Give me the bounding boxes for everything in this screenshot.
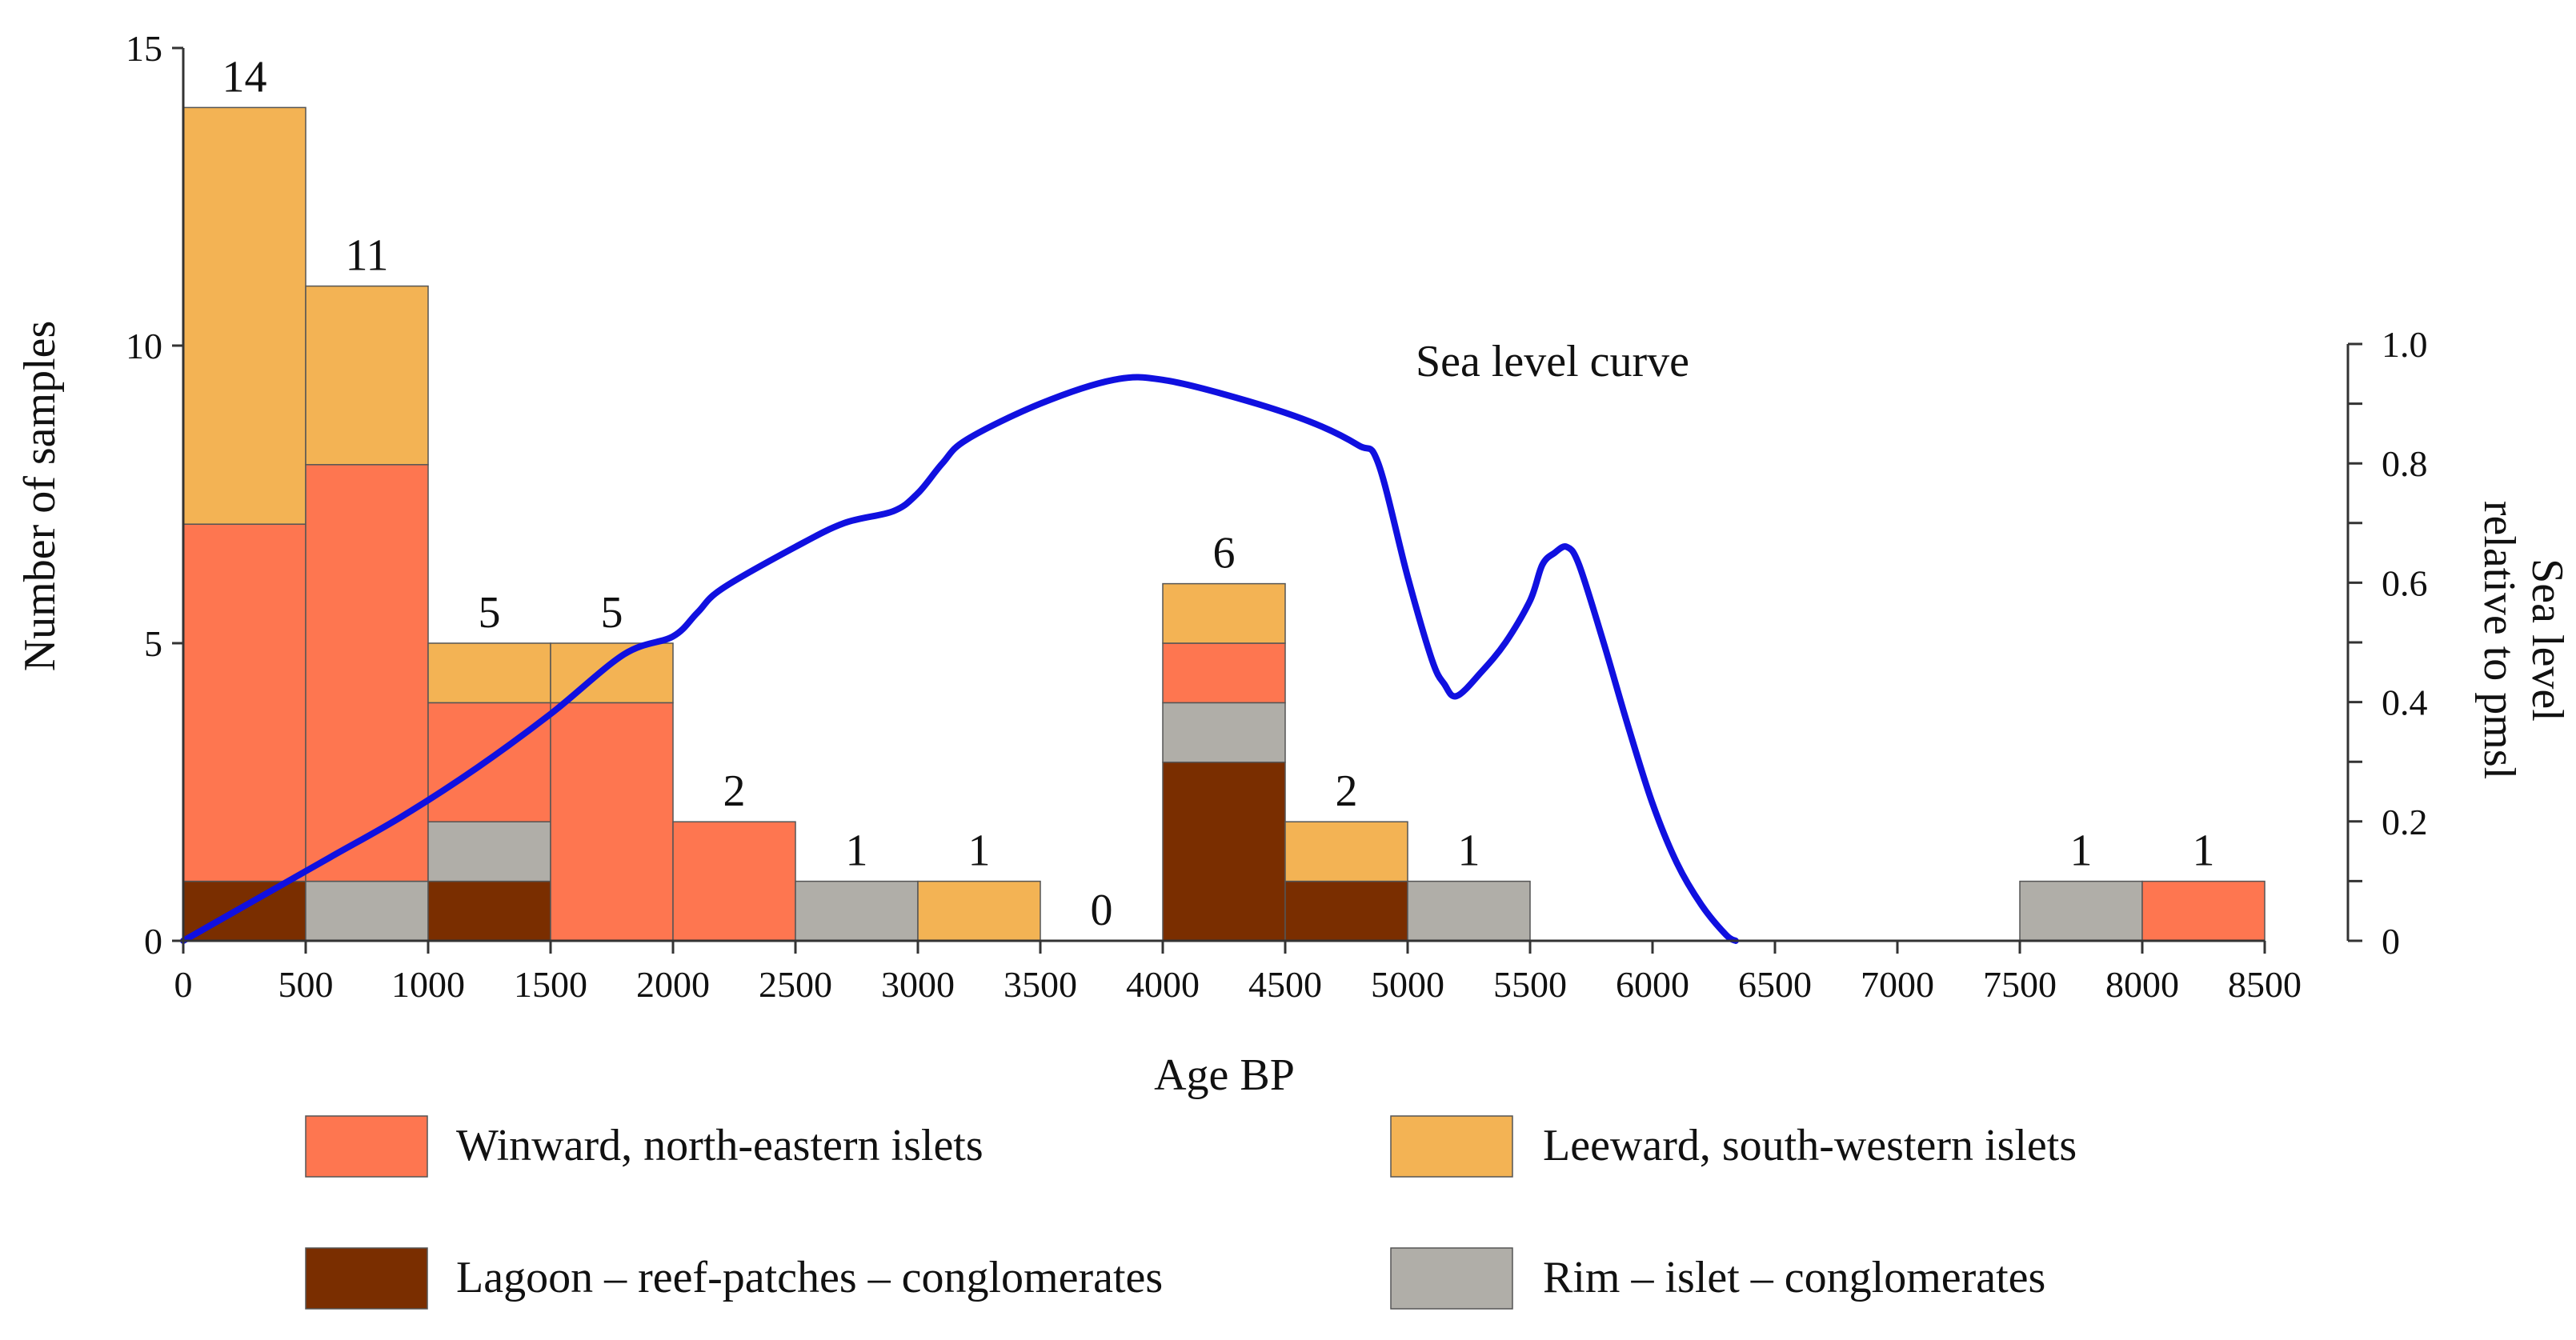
bin-total-4000-4500: 6 <box>1213 529 1236 578</box>
y2-axis-title-line2: relative to pmsl <box>2474 501 2524 779</box>
y2-tick-label-0.4: 0.4 <box>2382 682 2428 723</box>
y-tick-label-10: 10 <box>126 326 162 366</box>
x-tick-label-1000: 1000 <box>391 964 465 1005</box>
legend-label-rim: Rim – islet – conglomerates <box>1543 1253 2045 1302</box>
bar-winward-1500-2000 <box>550 702 674 942</box>
x-tick-label-3500: 3500 <box>1004 964 1077 1005</box>
bar-rim-4000-4500 <box>1162 702 1286 763</box>
bin-total-3000-3500: 1 <box>968 826 991 876</box>
y2-tick-label-0.2: 0.2 <box>2382 802 2428 842</box>
stacked-bars <box>182 106 2266 942</box>
bar-winward-0-500 <box>182 523 306 882</box>
legend: Winward, north-eastern islets Leeward, s… <box>305 1115 2077 1310</box>
x-tick-label-6500: 6500 <box>1738 964 1812 1005</box>
legend-swatch-rim <box>1390 1247 1513 1310</box>
x-tick-label-8500: 8500 <box>2228 964 2302 1005</box>
axes: 0 500 1000 1500 2000 2500 3000 3500 4000 4500 5000… <box>126 28 2428 1005</box>
bar-lagoon-4000-4500 <box>1162 762 1286 942</box>
sea-level-curve-layer <box>180 374 1739 944</box>
bar-winward-500-1000 <box>305 464 429 882</box>
x-tick-label-4000: 4000 <box>1126 964 1200 1005</box>
bar-leeward-3000-3500 <box>917 880 1041 942</box>
bin-total-4500-5000: 2 <box>1336 766 1358 816</box>
bin-total-5000-5500: 1 <box>1458 826 1480 876</box>
x-tick-label-4500: 4500 <box>1248 964 1322 1005</box>
x-tick-label-500: 500 <box>278 964 334 1005</box>
bar-rim-7500-8000 <box>2019 880 2143 942</box>
x-axis-title: Age BP <box>1154 1050 1295 1100</box>
legend-swatch-lagoon <box>305 1247 428 1310</box>
x-tick-label-5000: 5000 <box>1371 964 1444 1005</box>
legend-label-lagoon: Lagoon – reef-patches – conglomerates <box>456 1253 1163 1302</box>
bar-rim-1000-1500 <box>427 821 551 882</box>
legend-item-lagoon: Lagoon – reef-patches – conglomerates <box>305 1247 1163 1310</box>
x-tick-label-8000: 8000 <box>2105 964 2179 1005</box>
bin-total-2500-3000: 1 <box>846 826 868 876</box>
x-tick-label-7500: 7500 <box>1983 964 2057 1005</box>
bar-lagoon-4500-5000 <box>1284 880 1408 942</box>
bar-rim-2500-3000 <box>795 880 919 942</box>
x-tick-label-2000: 2000 <box>636 964 710 1005</box>
bin-total-1000-1500: 5 <box>479 588 501 638</box>
bar-leeward-4000-4500 <box>1162 582 1286 644</box>
y2-tick-label-0: 0 <box>2382 921 2400 962</box>
x-tick-label-0: 0 <box>174 964 193 1005</box>
bin-total-2000-2500: 2 <box>723 766 746 816</box>
y-tick-label-5: 5 <box>144 623 162 664</box>
y2-tick-label-0.8: 0.8 <box>2382 443 2428 484</box>
legend-item-leeward: Leeward, south-western islets <box>1390 1115 2077 1178</box>
bar-lagoon-1000-1500 <box>427 880 551 942</box>
bin-total-3500-4000: 0 <box>1091 886 1113 935</box>
bin-total-8000-8500: 1 <box>2193 826 2215 876</box>
bar-rim-5000-5500 <box>1407 880 1531 942</box>
x-tick-label-5500: 5500 <box>1493 964 1567 1005</box>
y-tick-label-15: 15 <box>126 28 162 69</box>
bar-leeward-500-1000 <box>305 285 429 466</box>
bar-winward-4000-4500 <box>1162 642 1286 704</box>
bar-leeward-4500-5000 <box>1284 821 1408 882</box>
x-axis-ticks: 0 500 1000 1500 2000 2500 3000 3500 4000 4500 5000… <box>174 941 2302 1005</box>
bar-leeward-0-500 <box>182 106 306 525</box>
bin-total-500-1000: 11 <box>346 231 389 281</box>
x-tick-label-7000: 7000 <box>1861 964 1934 1005</box>
bar-leeward-1500-2000 <box>550 642 674 704</box>
bin-total-0-500: 14 <box>222 52 267 102</box>
legend-item-winward: Winward, north-eastern islets <box>305 1115 984 1178</box>
y-axis-ticks: 0 5 10 15 <box>126 28 183 962</box>
y-axis-title: Number of samples <box>15 321 65 672</box>
y2-tick-label-0.6: 0.6 <box>2382 562 2428 603</box>
sea-level-curve <box>180 374 1739 944</box>
legend-swatch-leeward <box>1390 1115 1513 1178</box>
x-tick-label-6000: 6000 <box>1616 964 1689 1005</box>
legend-label-winward: Winward, north-eastern islets <box>456 1121 984 1170</box>
bar-winward-2000-2500 <box>672 821 796 942</box>
bar-winward-8000-8500 <box>2141 880 2266 942</box>
sea-level-curve-label: Sea level curve <box>1416 337 1689 386</box>
y2-tick-label-1.0: 1.0 <box>2382 324 2428 365</box>
legend-item-rim: Rim – islet – conglomerates <box>1390 1247 2045 1310</box>
bar-leeward-1000-1500 <box>427 642 551 704</box>
bar-rim-500-1000 <box>305 880 429 942</box>
x-tick-label-2500: 2500 <box>759 964 832 1005</box>
x-tick-label-1500: 1500 <box>514 964 587 1005</box>
legend-swatch-winward <box>305 1115 428 1178</box>
legend-label-leeward: Leeward, south-western islets <box>1543 1121 2077 1170</box>
y2-axis-title-line1: Sea level <box>2522 558 2572 722</box>
y2-axis-ticks: 0 0.2 0.4 0.6 0.8 1.0 <box>2348 324 2428 962</box>
bin-total-1500-2000: 5 <box>601 588 623 638</box>
y-tick-label-0: 0 <box>144 921 162 962</box>
bin-total-7500-8000: 1 <box>2070 826 2093 876</box>
x-tick-label-3000: 3000 <box>881 964 955 1005</box>
